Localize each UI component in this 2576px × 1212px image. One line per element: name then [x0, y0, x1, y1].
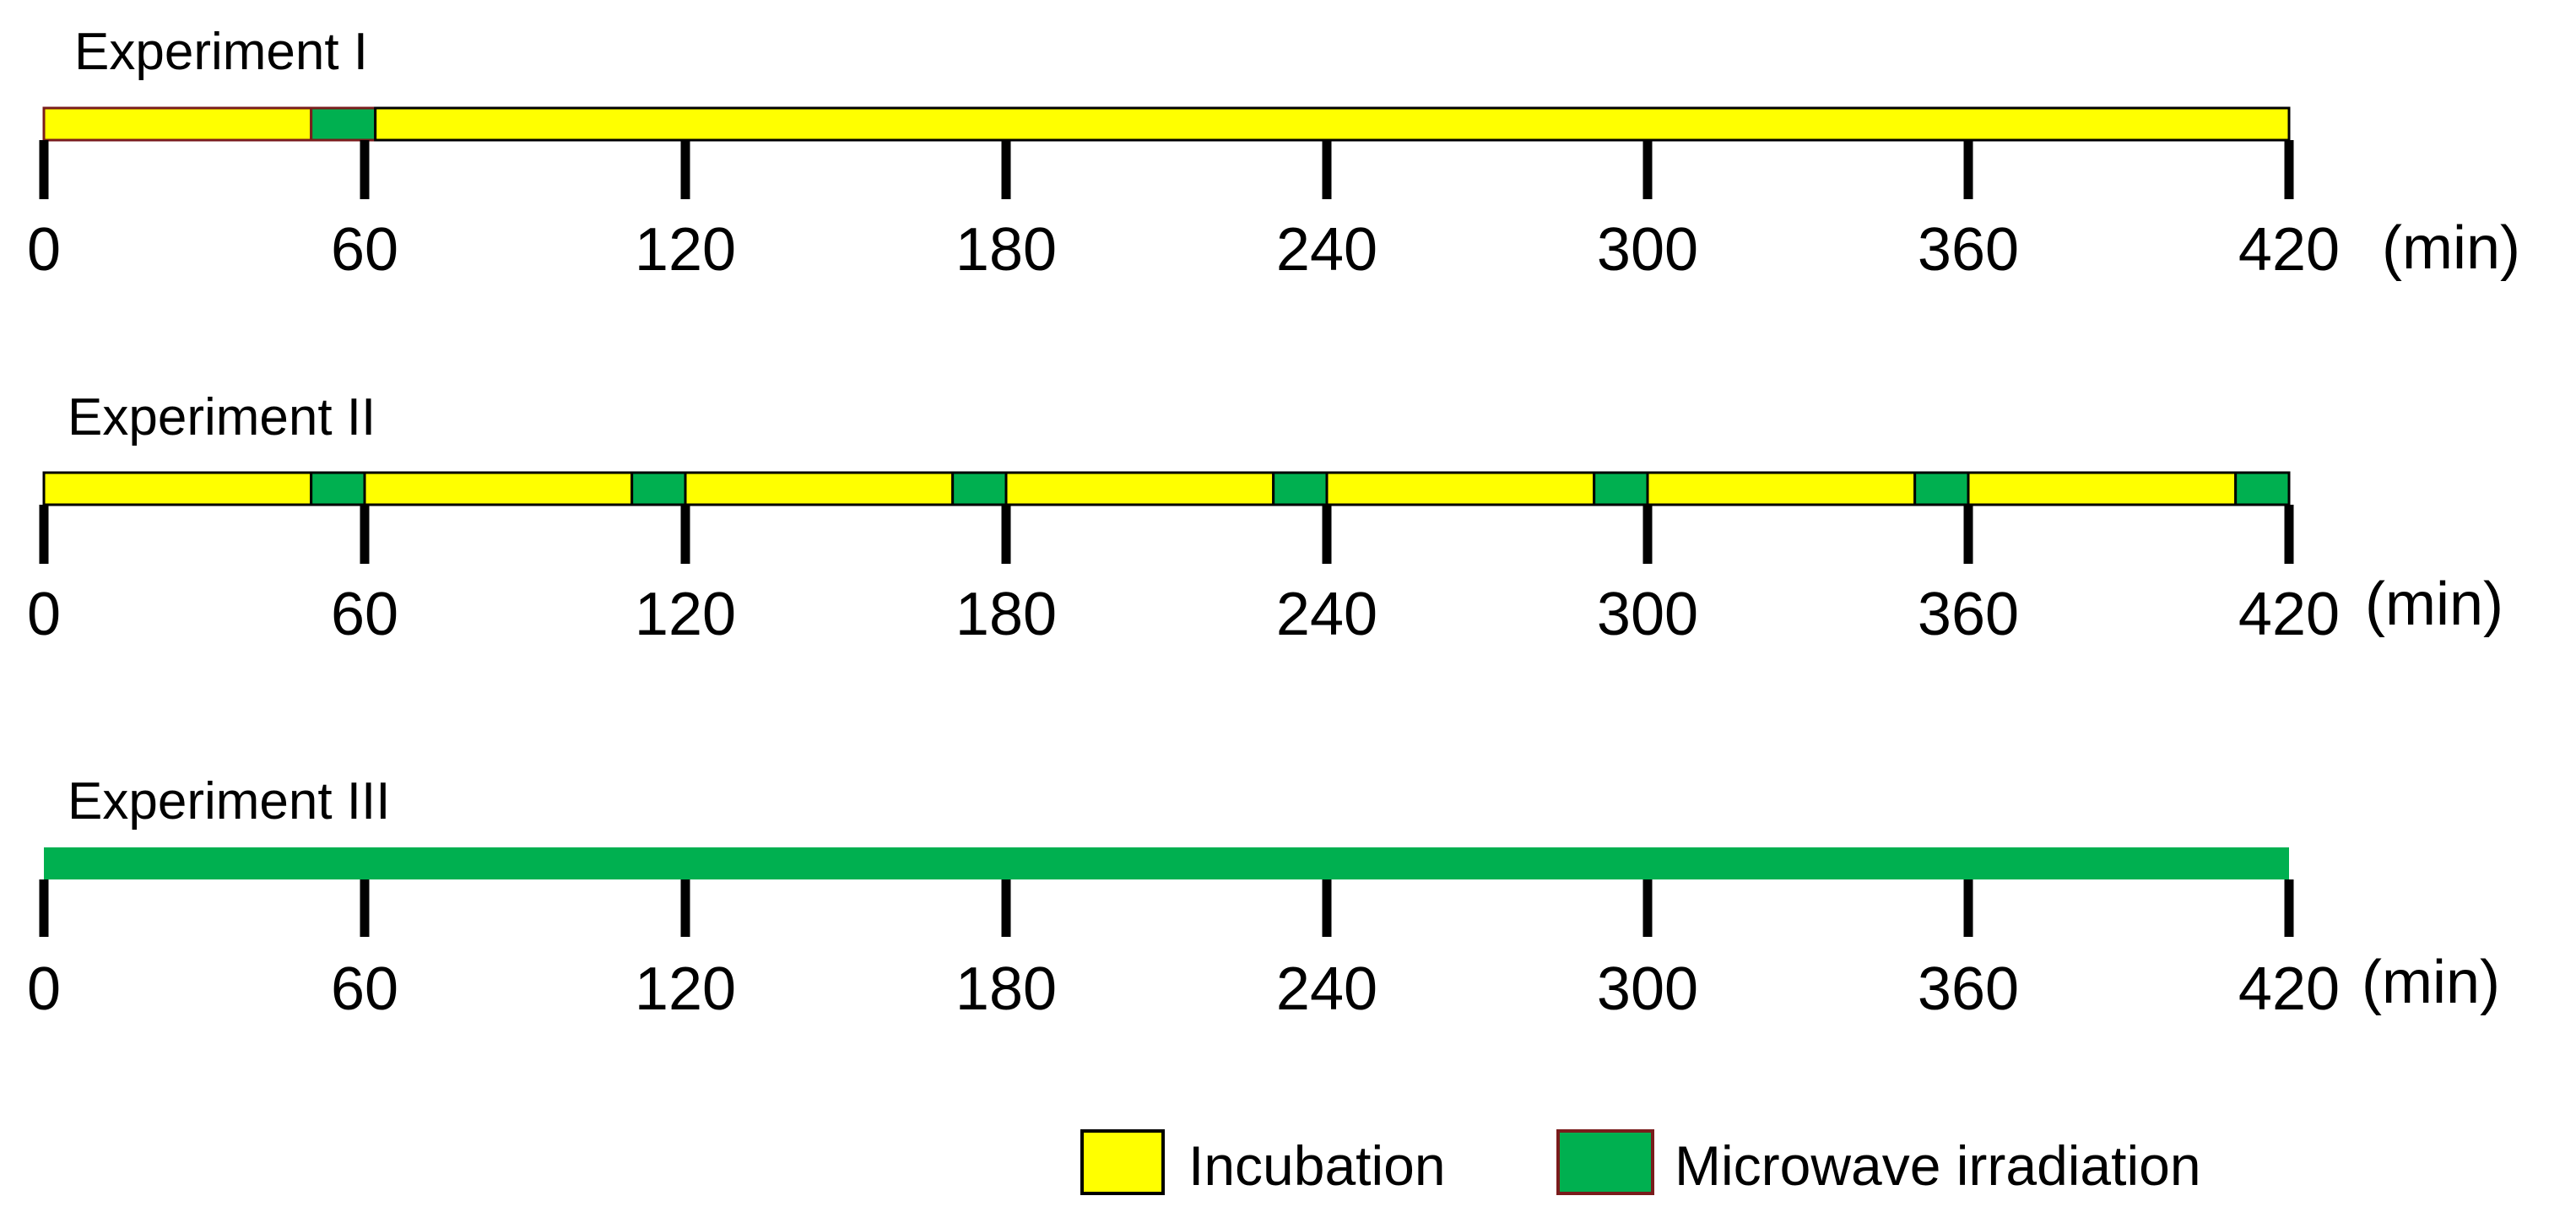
experiment-1-tick-label-420: 420 — [2238, 216, 2340, 284]
experiment-3-tick-label-120: 120 — [635, 955, 736, 1023]
experiment-2-tick-label-120: 120 — [635, 581, 736, 648]
experiment-2-tick-label-0: 0 — [27, 581, 61, 648]
experiment-1-segment-microwave — [310, 106, 377, 142]
experiment-3-segment-microwave — [44, 847, 2289, 879]
experiment-1-unit-label: (min) — [2382, 214, 2520, 282]
experiment-1-tick-label-0: 0 — [27, 216, 61, 284]
experiment-2-tick-label-360: 360 — [1918, 581, 2019, 648]
experiment-2-segment-microwave — [1272, 471, 1329, 506]
experiment-3-tick-label-300: 300 — [1597, 955, 1698, 1023]
experiment-1-timeline: 0 60 120 180 240 300 360 420 — [27, 106, 2340, 284]
experiment-3-title: Experiment III — [68, 772, 390, 831]
experiment-2-segment-incubation — [684, 471, 955, 506]
experiment-2-segment-incubation — [42, 471, 313, 506]
experiment-2-segment-incubation — [1646, 471, 1917, 506]
experiment-3-tick-label-180: 180 — [955, 955, 1057, 1023]
experiment-2-segment-microwave — [1593, 471, 1649, 506]
experiment-1-tick-label-120: 120 — [635, 216, 736, 284]
experiment-1-title: Experiment I — [74, 23, 368, 81]
experiment-2-tick-label-420: 420 — [2238, 581, 2340, 648]
experiment-2-timeline: 0 60 120 180 240 300 360 420 — [27, 471, 2340, 648]
experiment-2-segment-incubation — [1967, 471, 2238, 506]
legend-incubation-label: Incubation — [1188, 1134, 1446, 1197]
experiment-2-tick-label-300: 300 — [1597, 581, 1698, 648]
experiment-1-segment-incubation — [374, 106, 2291, 142]
experiment-2-tick-label-240: 240 — [1276, 581, 1377, 648]
experiment-2-segment-microwave — [630, 471, 687, 506]
legend-microwave-swatch — [1556, 1129, 1654, 1195]
experiment-3-timeline: 0 60 120 180 240 300 360 420 — [27, 847, 2340, 1023]
experiment-1-tick-label-180: 180 — [955, 216, 1057, 284]
experiment-2-segment-microwave — [1913, 471, 1970, 506]
experiment-2-segment-microwave — [2234, 471, 2291, 506]
experiment-2-unit-label: (min) — [2365, 571, 2503, 638]
legend-incubation-swatch — [1080, 1129, 1165, 1195]
experiment-3-tick-label-360: 360 — [1918, 955, 2019, 1023]
experiment-2-segment-microwave — [951, 471, 1008, 506]
experiment-2-segment-microwave — [310, 471, 366, 506]
experiment-3-tick-label-420: 420 — [2238, 955, 2340, 1023]
experiment-2-segment-incubation — [363, 471, 634, 506]
experiment-2-tick-label-180: 180 — [955, 581, 1057, 648]
experiment-2-tick-label-60: 60 — [331, 581, 398, 648]
experiment-3-tick-label-0: 0 — [27, 955, 61, 1023]
experiment-1-tick-label-300: 300 — [1597, 216, 1698, 284]
legend-microwave-label: Microwave irradiation — [1675, 1134, 2201, 1197]
experiment-3-tick-label-240: 240 — [1276, 955, 1377, 1023]
experiment-1-segment-incubation — [42, 106, 313, 142]
experiment-1-tick-label-360: 360 — [1918, 216, 2019, 284]
experiment-2-segment-incubation — [1325, 471, 1596, 506]
experiment-1-tick-label-60: 60 — [331, 216, 398, 284]
experiment-2-title: Experiment II — [68, 388, 376, 446]
experiment-3-tick-label-60: 60 — [331, 955, 398, 1023]
experiment-3-unit-label: (min) — [2362, 949, 2500, 1016]
legend: Incubation Microwave irradiation — [1080, 1129, 2201, 1197]
experiment-2-segment-incubation — [1004, 471, 1275, 506]
experiment-1-tick-label-240: 240 — [1276, 216, 1377, 284]
